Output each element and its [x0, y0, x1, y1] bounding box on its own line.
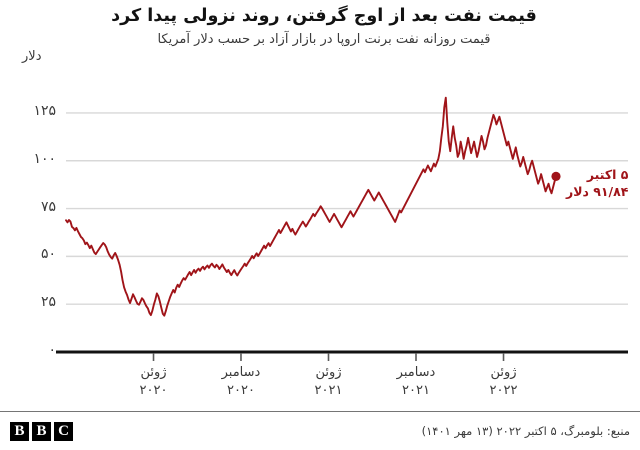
x-tick-label: دسامبر ۲۰۲۱: [371, 364, 461, 399]
y-tick-label: ۵۰: [40, 246, 56, 263]
chart-header: قیمت نفت بعد از اوج گرفتن، روند نزولی پی…: [8, 0, 640, 49]
bbc-logo-letter: B: [32, 422, 51, 441]
x-tick-label: ژوئن ۲۰۲۱: [283, 364, 373, 399]
line-chart-svg: [56, 96, 628, 361]
x-tick-month: دسامبر: [221, 365, 261, 380]
x-tick-month: ژوئن: [490, 365, 517, 380]
y-tick-label: ۱۰۰: [33, 150, 56, 167]
x-tick-year: ۲۰۲۰: [227, 382, 255, 398]
bbc-logo-letter: B: [10, 422, 29, 441]
plot-area: دلار ۰ ۲۵ ۵۰ ۷۵ ۱۰۰ ۱۲۵ ژوئن ۲۰۲۰ دسامبر ۲۰۲۰ ژوئ…: [22, 49, 628, 399]
x-tick-year: ۲۰۲۱: [402, 382, 430, 398]
x-tick-month: دسامبر: [396, 365, 436, 380]
y-tick-label: ۱۲۵: [33, 102, 56, 119]
annotation-date: ۵ اکتبر: [586, 167, 629, 183]
x-tick-month: ژوئن: [140, 365, 167, 380]
annotation-value: ۹۱/۸۴ دلار: [566, 184, 629, 200]
source-note: منبع: بلومبرگ، ۵ اکتبر ۲۰۲۲ (۱۳ مهر ۱۴۰۱…: [421, 424, 630, 438]
page-title: قیمت نفت بعد از اوج گرفتن، روند نزولی پی…: [111, 6, 537, 26]
x-tick-label: ژوئن ۲۰۲۰: [109, 364, 199, 399]
y-axis-unit-label: دلار: [22, 49, 42, 64]
y-tick-label: ۰: [48, 342, 56, 358]
y-tick-label: ۷۵: [40, 198, 56, 215]
x-tick-year: ۲۰۲۰: [139, 382, 168, 398]
chart-subtitle: قیمت روزانه نفت برنت اروپا در بازار آزاد…: [157, 31, 491, 47]
endpoint-annotation: ۵ اکتبر ۹۱/۸۴ دلار: [566, 167, 628, 201]
x-tick-year: ۲۰۲۱: [314, 382, 343, 398]
x-tick-label: دسامبر ۲۰۲۰: [196, 364, 286, 399]
x-tick-month: ژوئن: [315, 365, 342, 380]
x-tick-label: ژوئن ۲۰۲۲: [459, 364, 549, 399]
y-tick-label: ۲۵: [40, 294, 56, 311]
x-tick-year: ۲۰۲۲: [489, 382, 518, 398]
bbc-logo-letter: C: [54, 422, 73, 441]
